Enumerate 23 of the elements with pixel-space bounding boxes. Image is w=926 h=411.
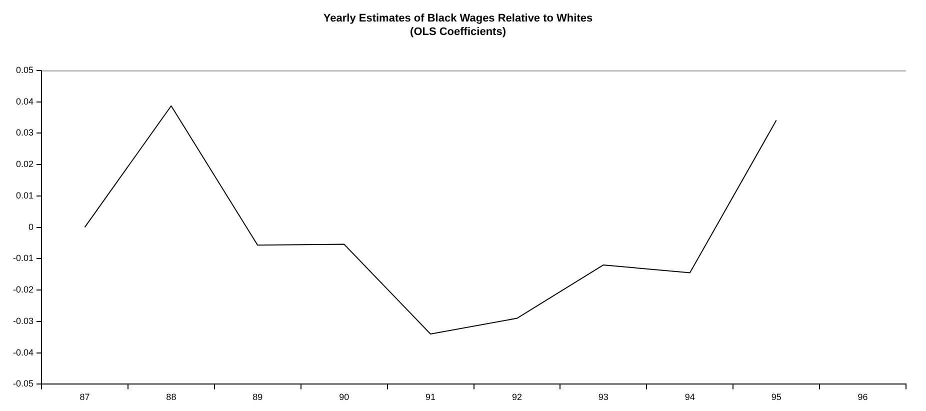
x-tick-label: 91	[426, 392, 436, 402]
y-tick-label: 0.03	[16, 128, 34, 138]
y-tick-label: 0	[28, 222, 34, 232]
x-tick-label: 93	[598, 392, 608, 402]
chart-title: Yearly Estimates of Black Wages Relative to Whites	[323, 12, 593, 25]
x-tick-label: 96	[858, 392, 868, 402]
y-tick-label: -0.05	[13, 378, 34, 389]
y-tick-label: -0.03	[13, 316, 34, 326]
chart-subtitle: (OLS Coefficients)	[410, 26, 506, 38]
x-tick-label: 92	[512, 392, 522, 402]
x-tick-label: 94	[684, 392, 695, 402]
x-tick-label: 95	[771, 392, 782, 402]
x-tick-label: 88	[166, 392, 176, 402]
y-tick-label: -0.02	[13, 284, 34, 295]
y-tick-label: -0.04	[13, 347, 34, 358]
y-tick-label: 0.05	[16, 64, 34, 75]
y-tick-label: 0.01	[16, 190, 34, 200]
y-tick-label: 0.02	[16, 159, 34, 170]
y-tick-label: -0.01	[13, 253, 34, 264]
x-tick-label: 87	[80, 392, 90, 402]
x-tick-label: 90	[339, 392, 350, 402]
y-tick-label: 0.04	[16, 96, 34, 106]
x-tick-label: 89	[252, 392, 263, 402]
